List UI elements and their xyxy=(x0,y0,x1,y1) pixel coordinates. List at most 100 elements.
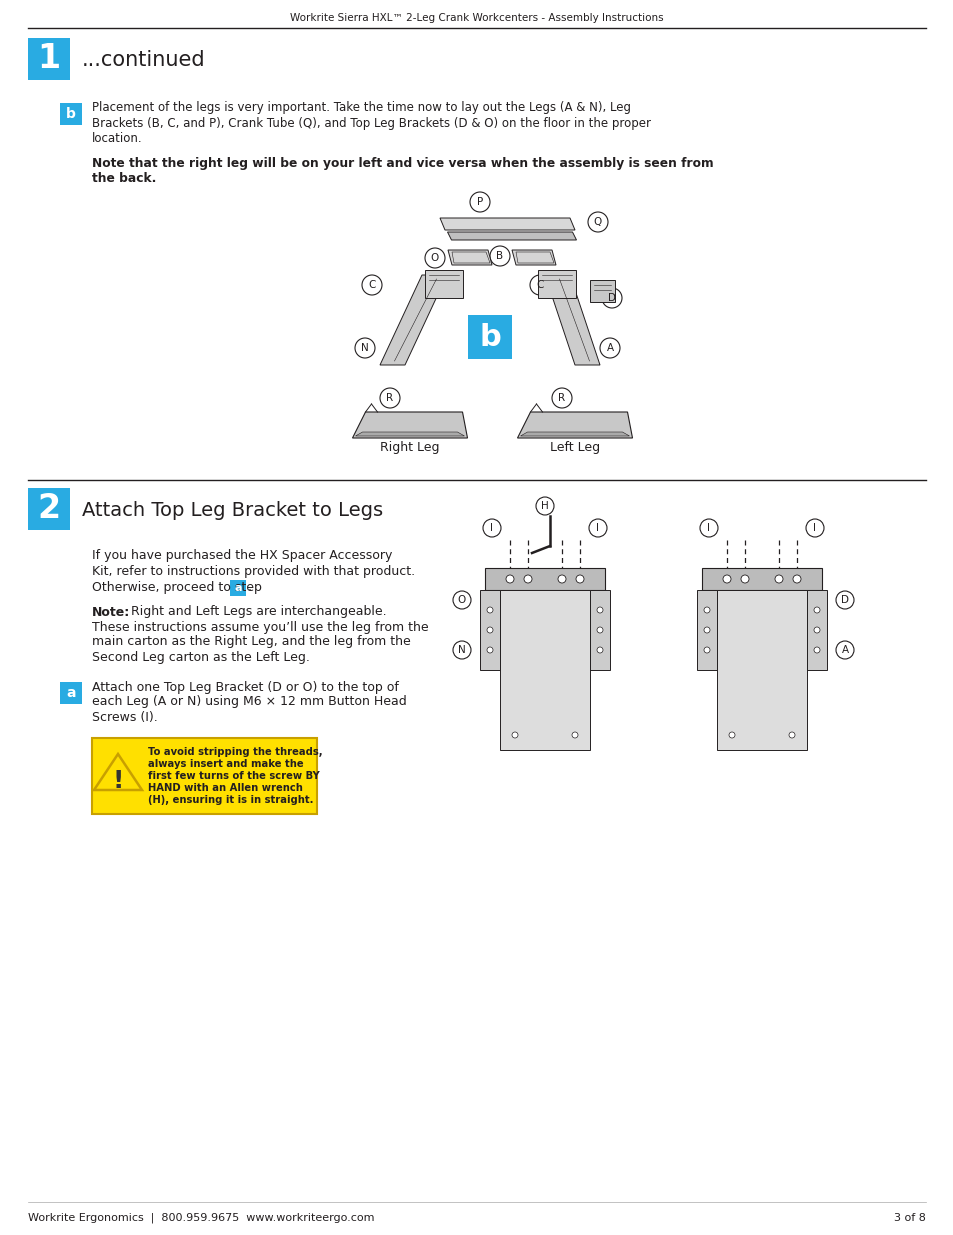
Circle shape xyxy=(523,576,532,583)
Text: HAND with an Allen wrench: HAND with an Allen wrench xyxy=(148,783,302,793)
Polygon shape xyxy=(439,219,575,230)
Polygon shape xyxy=(512,249,556,266)
Text: main carton as the Right Leg, and the leg from the: main carton as the Right Leg, and the le… xyxy=(91,636,411,648)
Text: b: b xyxy=(66,107,76,121)
Polygon shape xyxy=(806,590,826,671)
Circle shape xyxy=(558,576,565,583)
Polygon shape xyxy=(447,232,576,240)
Polygon shape xyxy=(701,568,821,590)
Text: If you have purchased the HX Spacer Accessory: If you have purchased the HX Spacer Acce… xyxy=(91,548,392,562)
Text: always insert and make the: always insert and make the xyxy=(148,760,303,769)
Polygon shape xyxy=(479,590,499,671)
Text: Attach Top Leg Bracket to Legs: Attach Top Leg Bracket to Legs xyxy=(82,500,383,520)
Text: Screws (I).: Screws (I). xyxy=(91,710,157,724)
Text: Second Leg carton as the Left Leg.: Second Leg carton as the Left Leg. xyxy=(91,651,310,663)
Polygon shape xyxy=(520,432,629,436)
Circle shape xyxy=(486,606,493,613)
Text: 3 of 8: 3 of 8 xyxy=(893,1213,925,1223)
Text: A: A xyxy=(606,343,613,353)
Circle shape xyxy=(788,732,794,739)
Circle shape xyxy=(505,576,514,583)
Text: !: ! xyxy=(112,769,124,793)
Text: Right and Left Legs are interchangeable.: Right and Left Legs are interchangeable. xyxy=(127,605,386,619)
Text: 2: 2 xyxy=(37,493,60,526)
Circle shape xyxy=(728,732,734,739)
Text: ...continued: ...continued xyxy=(82,49,206,70)
Text: O: O xyxy=(431,253,438,263)
Text: I: I xyxy=(813,522,816,534)
Text: a: a xyxy=(234,583,241,593)
Polygon shape xyxy=(424,270,462,298)
Text: I: I xyxy=(490,522,493,534)
FancyBboxPatch shape xyxy=(230,580,246,597)
Text: Q: Q xyxy=(594,217,601,227)
Circle shape xyxy=(813,606,820,613)
Text: A: A xyxy=(841,645,847,655)
Text: I: I xyxy=(596,522,598,534)
Text: Otherwise, proceed to step: Otherwise, proceed to step xyxy=(91,580,270,594)
Text: Workrite Sierra HXL™ 2-Leg Crank Workcenters - Assembly Instructions: Workrite Sierra HXL™ 2-Leg Crank Workcen… xyxy=(290,14,663,23)
Text: H: H xyxy=(540,501,548,511)
Polygon shape xyxy=(697,590,717,671)
Text: These instructions assume you’ll use the leg from the: These instructions assume you’ll use the… xyxy=(91,620,428,634)
Text: C: C xyxy=(368,280,375,290)
Text: Kit, refer to instructions provided with that product.: Kit, refer to instructions provided with… xyxy=(91,564,415,578)
Text: B: B xyxy=(496,251,503,261)
Text: C: C xyxy=(536,280,543,290)
Circle shape xyxy=(722,576,730,583)
Circle shape xyxy=(597,627,602,634)
Circle shape xyxy=(597,606,602,613)
Text: location.: location. xyxy=(91,131,143,144)
Polygon shape xyxy=(544,275,599,366)
Circle shape xyxy=(703,606,709,613)
Text: D: D xyxy=(841,595,848,605)
Text: D: D xyxy=(607,293,616,303)
Circle shape xyxy=(512,732,517,739)
Text: P: P xyxy=(476,198,482,207)
Text: Brackets (B, C, and P), Crank Tube (Q), and Top Leg Brackets (D & O) on the floo: Brackets (B, C, and P), Crank Tube (Q), … xyxy=(91,116,650,130)
Text: Placement of the legs is very important. Take the time now to lay out the Legs (: Placement of the legs is very important.… xyxy=(91,101,630,115)
FancyBboxPatch shape xyxy=(91,739,316,814)
Polygon shape xyxy=(589,590,609,671)
Text: R: R xyxy=(386,393,394,403)
Text: 1: 1 xyxy=(37,42,60,75)
Polygon shape xyxy=(499,590,589,750)
Text: To avoid stripping the threads,: To avoid stripping the threads, xyxy=(148,747,322,757)
Circle shape xyxy=(813,627,820,634)
Circle shape xyxy=(486,627,493,634)
Polygon shape xyxy=(352,412,467,438)
Circle shape xyxy=(703,627,709,634)
Circle shape xyxy=(740,576,748,583)
FancyBboxPatch shape xyxy=(28,38,70,80)
Text: first few turns of the screw BY: first few turns of the screw BY xyxy=(148,771,319,781)
Circle shape xyxy=(486,647,493,653)
FancyBboxPatch shape xyxy=(60,103,82,125)
FancyBboxPatch shape xyxy=(468,315,512,359)
Text: O: O xyxy=(457,595,466,605)
Text: the back.: the back. xyxy=(91,172,156,184)
Text: Left Leg: Left Leg xyxy=(549,441,599,454)
Text: a: a xyxy=(66,685,75,700)
Circle shape xyxy=(572,732,578,739)
Polygon shape xyxy=(537,270,576,298)
Polygon shape xyxy=(448,249,492,266)
Circle shape xyxy=(703,647,709,653)
Text: b: b xyxy=(478,322,500,352)
Circle shape xyxy=(576,576,583,583)
Polygon shape xyxy=(484,568,604,590)
Circle shape xyxy=(813,647,820,653)
Circle shape xyxy=(774,576,782,583)
Text: Right Leg: Right Leg xyxy=(380,441,439,454)
Text: N: N xyxy=(361,343,369,353)
Text: Attach one Top Leg Bracket (D or O) to the top of: Attach one Top Leg Bracket (D or O) to t… xyxy=(91,680,398,694)
Text: .: . xyxy=(248,580,252,594)
Text: I: I xyxy=(707,522,710,534)
Polygon shape xyxy=(379,275,447,366)
Polygon shape xyxy=(94,755,142,790)
Polygon shape xyxy=(517,412,632,438)
Circle shape xyxy=(597,647,602,653)
FancyBboxPatch shape xyxy=(60,682,82,704)
Text: each Leg (A or N) using M6 × 12 mm Button Head: each Leg (A or N) using M6 × 12 mm Butto… xyxy=(91,695,406,709)
Text: (H), ensuring it is in straight.: (H), ensuring it is in straight. xyxy=(148,795,314,805)
Polygon shape xyxy=(355,432,464,436)
